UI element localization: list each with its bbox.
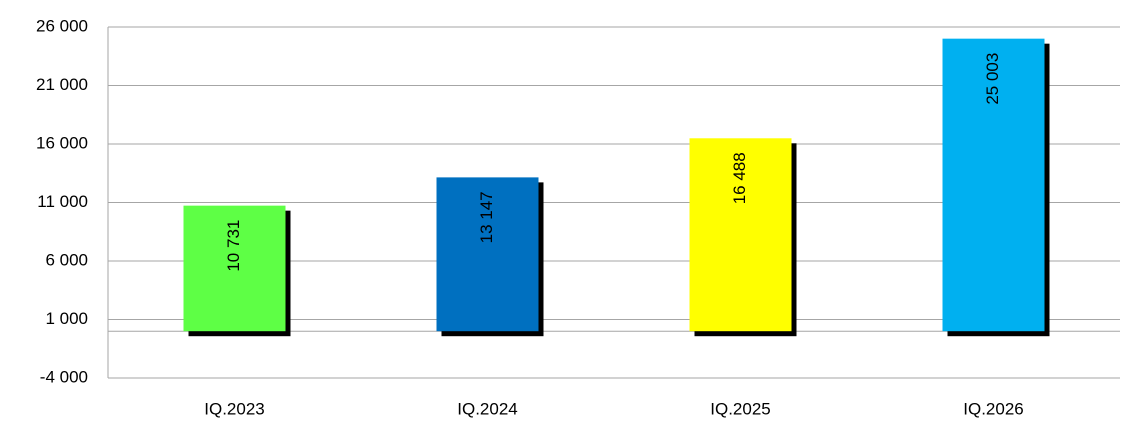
value-label: 10 731 xyxy=(224,220,243,272)
y-tick-label: 16 000 xyxy=(36,133,88,152)
bar xyxy=(689,138,792,332)
bar xyxy=(436,177,539,332)
y-tick-label: 11 000 xyxy=(37,192,88,211)
value-label: 16 488 xyxy=(730,152,749,204)
bar xyxy=(942,38,1045,332)
x-tick-label: IQ.2025 xyxy=(710,399,771,418)
x-tick-label: IQ.2026 xyxy=(963,399,1024,418)
y-tick-label: 1 000 xyxy=(45,309,88,328)
x-tick-label: IQ.2023 xyxy=(204,399,265,418)
y-tick-label: 21 000 xyxy=(36,75,88,94)
y-tick-label: 6 000 xyxy=(45,250,88,269)
x-tick-label: IQ.2024 xyxy=(457,399,518,418)
value-label: 13 147 xyxy=(477,191,496,243)
y-tick-label: 26 000 xyxy=(36,16,88,35)
y-tick-label: -4 000 xyxy=(40,367,88,386)
value-label: 25 003 xyxy=(983,53,1002,105)
bar xyxy=(183,205,286,332)
